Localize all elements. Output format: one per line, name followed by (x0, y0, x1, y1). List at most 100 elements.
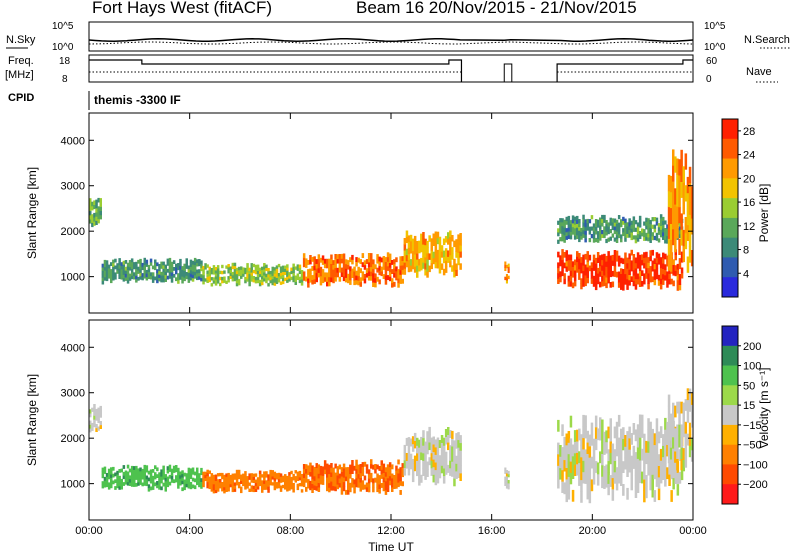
echo-cell (305, 473, 308, 479)
echo-cell (321, 480, 325, 485)
echo-cell (338, 254, 342, 259)
echo-cell (277, 276, 281, 280)
echo-cell (449, 248, 452, 256)
echo-cell (613, 260, 617, 267)
echo-cell (384, 257, 388, 262)
echo-cell (434, 439, 438, 448)
echo-cell (449, 460, 452, 469)
echo-cell (649, 227, 652, 232)
echo-cell (603, 431, 606, 444)
echo-cell (449, 260, 452, 268)
colorbar-tick-label: 16 (743, 197, 755, 209)
echo-cell (286, 479, 289, 483)
echo-cell (344, 489, 348, 495)
echo-cell (397, 282, 400, 288)
echo-cell (632, 423, 636, 435)
echo-cell (688, 246, 692, 263)
echo-cell (649, 467, 652, 479)
echo-cell (638, 281, 642, 287)
echo-cell (170, 468, 174, 473)
echo-cell (179, 258, 182, 263)
echo-cell (191, 467, 195, 472)
nave-tick-top: 60 (706, 56, 718, 67)
echo-cell (636, 273, 640, 280)
echo-cell (630, 265, 633, 272)
echo-cell (281, 475, 285, 480)
echo-cell (240, 477, 243, 481)
echo-cell (225, 482, 228, 486)
echo-cell (676, 263, 680, 270)
echo-cell (571, 230, 575, 235)
echo-cell (607, 251, 610, 257)
echo-cell (686, 176, 690, 194)
echo-cell (198, 276, 201, 280)
echo-cell (576, 441, 579, 453)
echo-cell (130, 258, 134, 263)
echo-cell (434, 249, 438, 257)
echo-cell (168, 264, 172, 269)
echo-cell (684, 185, 688, 202)
echo-cell (89, 206, 92, 212)
echo-cell (626, 431, 629, 443)
y-tick-label: 2000 (61, 226, 85, 238)
echo-cell (214, 489, 218, 494)
echo-cell (444, 429, 448, 437)
echo-cell (617, 222, 621, 227)
echo-cell (442, 268, 446, 276)
echo-cell (594, 438, 598, 451)
echo-cell (179, 262, 182, 267)
echo-cell (367, 257, 371, 263)
echo-cell (305, 258, 308, 264)
echo-cell (659, 460, 663, 473)
echo-cell (374, 282, 377, 288)
echo-cell (505, 264, 508, 269)
echo-cell (403, 444, 407, 453)
echo-cell (672, 448, 675, 460)
echo-cell (596, 234, 600, 239)
echo-cell (645, 273, 648, 279)
echo-cell (651, 428, 654, 441)
echo-cell (162, 261, 165, 266)
echo-cell (576, 429, 579, 442)
echo-cell (576, 227, 579, 232)
echo-cell (378, 484, 381, 489)
echo-cell (424, 456, 427, 465)
echo-cell (342, 258, 346, 263)
echo-cell (588, 491, 592, 504)
echo-cell (601, 464, 604, 477)
echo-cell (139, 269, 142, 273)
echo-cell (347, 476, 350, 481)
echo-cell (122, 482, 126, 486)
echo-cell (206, 481, 209, 486)
echo-cell (227, 482, 230, 486)
echo-cell (605, 261, 608, 267)
echo-cell (655, 463, 659, 476)
echo-cell (160, 271, 163, 276)
echo-cell (388, 276, 392, 282)
echo-cell (321, 278, 325, 284)
echo-cell (191, 271, 195, 275)
echo-cell (682, 402, 685, 415)
colorbar-swatch (722, 158, 738, 179)
echo-cell (384, 279, 388, 285)
echo-cell (676, 401, 679, 414)
echo-cell (223, 477, 226, 482)
power-ylabel: Slant Range [km] (25, 167, 39, 259)
echo-cell (643, 273, 646, 280)
echo-cell (367, 469, 371, 475)
echo-cell (584, 460, 587, 473)
echo-cell (391, 260, 394, 265)
echo-cell (620, 474, 623, 486)
echo-cell (135, 268, 138, 273)
echo-cell (267, 277, 270, 281)
echo-cell (160, 472, 163, 477)
echo-cell (143, 271, 146, 276)
echo-cell (277, 279, 281, 283)
echo-cell (632, 223, 636, 229)
echo-cell (275, 473, 279, 477)
echo-cell (657, 238, 661, 243)
echo-cell (409, 453, 413, 462)
echo-cell (413, 242, 417, 249)
echo-cell (569, 265, 573, 271)
echo-cell (286, 270, 289, 274)
